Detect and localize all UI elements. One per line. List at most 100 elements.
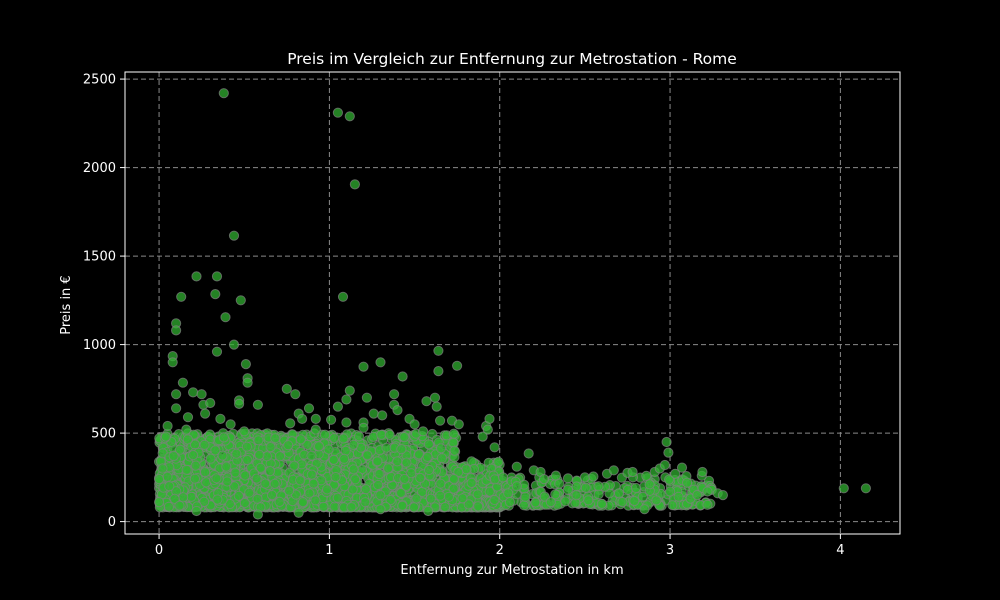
data-point	[154, 474, 165, 485]
data-point	[664, 474, 675, 485]
data-point	[303, 403, 315, 414]
data-point	[188, 387, 199, 398]
data-point	[392, 405, 403, 416]
x-axis-label: Entfernung zur Metrostation in km	[400, 563, 623, 578]
data-points	[154, 88, 872, 520]
data-point	[274, 451, 286, 462]
x-tick-label: 0	[155, 543, 163, 558]
data-point	[396, 444, 407, 455]
data-point	[319, 429, 331, 440]
data-point	[560, 496, 571, 507]
data-point	[472, 501, 484, 512]
data-point	[562, 484, 574, 495]
data-point	[489, 474, 500, 485]
data-point	[200, 467, 211, 478]
data-point	[270, 433, 281, 444]
data-point	[463, 499, 474, 510]
data-point	[608, 465, 619, 476]
data-point	[349, 179, 360, 190]
data-point	[264, 466, 276, 477]
data-point	[627, 466, 638, 478]
data-point	[190, 460, 201, 471]
data-point	[629, 495, 640, 507]
data-point	[453, 419, 464, 430]
data-point	[346, 502, 357, 513]
data-point	[377, 410, 388, 421]
data-point	[617, 497, 628, 508]
data-point	[191, 505, 202, 517]
data-point	[571, 490, 582, 501]
data-point	[448, 474, 460, 485]
data-point	[360, 497, 371, 508]
data-point	[174, 444, 186, 455]
data-point	[297, 413, 308, 424]
data-point	[269, 478, 280, 489]
data-point	[670, 468, 681, 479]
data-point	[423, 464, 435, 476]
data-point	[860, 483, 872, 494]
data-point	[233, 490, 244, 501]
data-point	[583, 495, 594, 506]
data-point	[341, 394, 352, 405]
data-point	[421, 396, 432, 407]
data-point	[641, 470, 652, 481]
data-point	[457, 493, 468, 504]
y-axis-label: Preis in €	[59, 275, 74, 334]
data-point	[167, 357, 178, 368]
data-point	[613, 488, 625, 499]
data-point	[520, 491, 531, 502]
data-point	[244, 487, 255, 498]
data-point	[667, 500, 678, 511]
data-point	[511, 481, 522, 492]
data-point	[362, 450, 373, 461]
data-point	[205, 453, 216, 464]
data-point	[231, 448, 242, 459]
data-point	[409, 419, 420, 430]
data-point	[518, 500, 530, 511]
data-point	[644, 479, 655, 490]
data-point	[242, 454, 253, 466]
data-point	[435, 478, 446, 489]
data-point	[228, 230, 240, 241]
data-point	[545, 497, 556, 508]
data-point	[293, 507, 304, 518]
data-point	[283, 440, 294, 451]
x-tick-label: 2	[496, 543, 504, 558]
data-point	[571, 481, 582, 492]
data-point	[637, 491, 648, 502]
axis-ticks: 0 1 2 3 4 0 500 1000 1500 2000 2500	[83, 73, 845, 558]
data-point	[169, 493, 180, 504]
x-tick-label: 4	[836, 543, 844, 558]
data-point	[330, 472, 341, 483]
data-point	[306, 469, 317, 480]
data-point	[433, 345, 444, 356]
data-point	[160, 431, 171, 442]
data-point	[154, 497, 165, 508]
data-point	[435, 443, 447, 454]
data-point	[225, 419, 236, 430]
data-point	[702, 486, 713, 497]
data-point	[239, 497, 250, 509]
data-point	[235, 295, 246, 306]
data-point	[676, 462, 688, 473]
data-point	[639, 504, 650, 515]
data-point	[218, 432, 229, 443]
data-point	[663, 447, 674, 458]
data-point	[318, 501, 329, 512]
chart-title: Preis im Vergleich zur Entfernung zur Me…	[287, 50, 737, 68]
data-point	[489, 494, 500, 506]
data-point	[295, 475, 306, 486]
data-point	[196, 389, 207, 400]
data-point	[211, 271, 223, 282]
data-point	[176, 291, 187, 302]
data-point	[182, 434, 193, 445]
data-point	[254, 449, 265, 460]
data-point	[178, 492, 189, 503]
data-point	[425, 493, 436, 504]
data-point	[392, 456, 403, 467]
data-point	[347, 484, 358, 495]
data-point	[304, 488, 315, 499]
data-point	[302, 439, 313, 450]
x-tick-label: 1	[325, 543, 333, 558]
